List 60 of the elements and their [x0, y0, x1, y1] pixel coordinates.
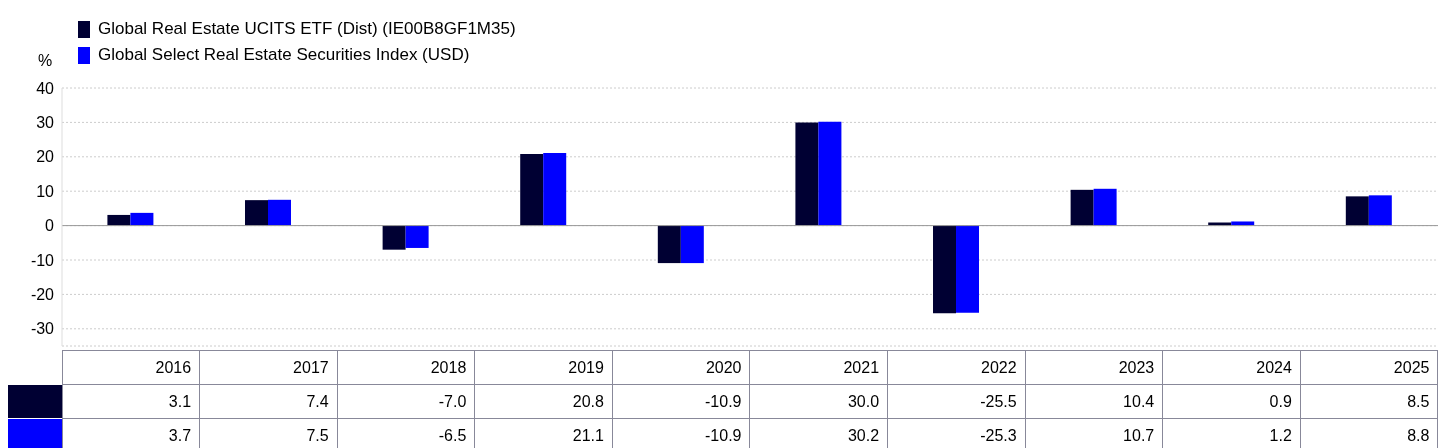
bar	[818, 121, 842, 226]
data-label: 20.8	[474, 384, 613, 419]
legend-label: Global Select Real Estate Securities Index (USD)	[98, 45, 470, 65]
bar	[520, 154, 544, 226]
bar	[245, 200, 269, 226]
data-label: 30.2	[749, 418, 888, 448]
x-tick-label: 2020	[612, 350, 750, 385]
data-label: 8.8	[1300, 418, 1438, 448]
bar	[107, 214, 131, 226]
y-tick-label: 30	[36, 114, 55, 132]
data-label: 0.9	[1162, 384, 1301, 419]
bar	[657, 225, 681, 264]
data-label: -25.5	[887, 384, 1026, 419]
x-tick-label: 2017	[199, 350, 338, 385]
data-label: 10.4	[1025, 384, 1163, 419]
bar	[268, 199, 292, 226]
y-axis-title: %	[38, 52, 53, 70]
bar	[1231, 221, 1255, 226]
data-label: 10.7	[1025, 418, 1163, 448]
data-label: 3.7	[62, 418, 200, 448]
data-label: 8.5	[1300, 384, 1438, 419]
data-label: -10.9	[612, 418, 750, 448]
data-label: -25.3	[887, 418, 1026, 448]
y-tick-label: 10	[36, 182, 55, 200]
x-tick-label: 2025	[1300, 350, 1438, 385]
bar	[933, 225, 957, 314]
bar	[1345, 196, 1369, 226]
y-tick-label: 40	[36, 79, 55, 97]
bar	[1093, 188, 1117, 226]
data-label: -6.5	[337, 418, 475, 448]
bar	[1368, 195, 1392, 226]
bar	[382, 225, 406, 250]
bar	[956, 225, 980, 313]
bar	[405, 225, 429, 248]
x-tick-label: 2021	[749, 350, 888, 385]
x-tick-label: 2016	[62, 350, 200, 385]
x-tick-label: 2019	[474, 350, 613, 385]
x-tick-label: 2022	[887, 350, 1026, 385]
bar	[680, 225, 704, 264]
y-tick-label: -30	[30, 320, 55, 338]
data-label: 1.2	[1162, 418, 1301, 448]
bar	[130, 212, 154, 226]
y-tick-label: 20	[36, 148, 55, 166]
data-label: 7.4	[199, 384, 338, 419]
data-label: -7.0	[337, 384, 475, 419]
data-label: 3.1	[62, 384, 200, 419]
x-tick-label: 2018	[337, 350, 475, 385]
x-tick-label: 2023	[1025, 350, 1163, 385]
data-label: 21.1	[474, 418, 613, 448]
x-tick-label: 2024	[1162, 350, 1301, 385]
data-label: 30.0	[749, 384, 888, 419]
y-tick-label: -10	[30, 251, 55, 269]
legend-label: Global Real Estate UCITS ETF (Dist) (IE00B8GF1M35)	[98, 19, 516, 39]
y-tick-label: -20	[30, 286, 55, 304]
bar	[1070, 189, 1094, 226]
bar	[795, 122, 819, 226]
bar	[543, 153, 567, 226]
data-label: 7.5	[199, 418, 338, 448]
data-label: -10.9	[612, 384, 750, 419]
y-tick-label: 0	[45, 217, 55, 235]
